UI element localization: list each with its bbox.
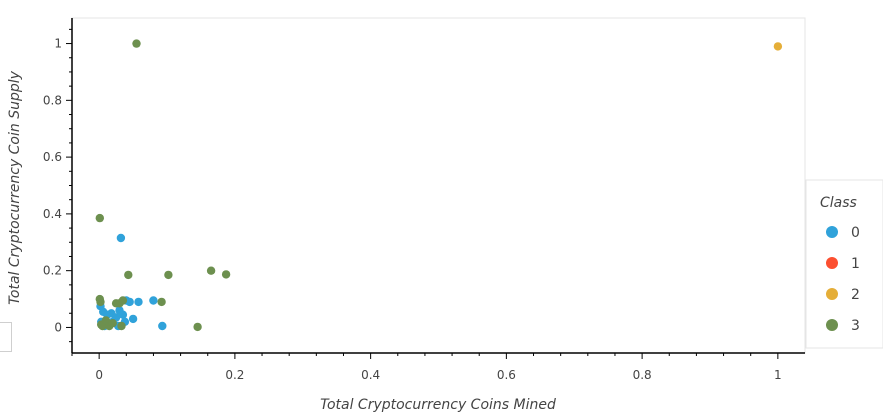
y-axis-title: Total Cryptocurrency Coin Supply xyxy=(7,70,23,305)
legend-label-0: 0 xyxy=(851,225,860,241)
x-tick-label: 0.6 xyxy=(497,368,516,382)
legend: Class 0 1 2 3 xyxy=(805,179,883,349)
legend-swatch-2 xyxy=(826,288,838,300)
point-class-3 xyxy=(118,296,128,305)
point-class-3 xyxy=(96,297,105,307)
legend-title: Class xyxy=(820,195,857,211)
y-tick-label: 1 xyxy=(54,37,62,51)
point-class-3 xyxy=(221,270,231,279)
point-class-3 xyxy=(206,266,216,275)
point-class-3 xyxy=(95,213,105,223)
point-class-0 xyxy=(158,321,167,331)
point-class-3 xyxy=(157,297,166,307)
y-tick-label: 0 xyxy=(54,320,62,334)
point-class-0 xyxy=(128,314,138,324)
point-class-0 xyxy=(134,297,143,307)
legend-swatch-3 xyxy=(826,319,838,331)
x-tick-label: 0.8 xyxy=(633,368,652,382)
legend-swatch-1 xyxy=(826,257,838,269)
legend-box xyxy=(805,179,883,349)
point-class-3 xyxy=(193,322,202,332)
y-tick-label: 0.2 xyxy=(43,264,62,278)
x-axis-title: Total Cryptocurrency Coins Mined xyxy=(320,397,556,413)
point-class-3 xyxy=(108,319,117,328)
toolbar-toggle[interactable] xyxy=(0,322,12,352)
legend-swatch-0 xyxy=(826,226,838,238)
data-points xyxy=(95,39,783,332)
plot-area xyxy=(71,17,806,354)
point-class-0 xyxy=(116,233,126,243)
y-tick-label: 0.6 xyxy=(43,150,62,164)
x-tick-label: 0.4 xyxy=(361,368,380,382)
x-tick-label: 1 xyxy=(774,368,782,382)
y-tick-label: 0.4 xyxy=(43,207,62,221)
x-tick-label: 0.2 xyxy=(225,368,244,382)
y-tick-label: 0.8 xyxy=(43,93,62,107)
point-class-3 xyxy=(124,270,133,280)
legend-label-3: 3 xyxy=(851,318,860,334)
legend-label-1: 1 xyxy=(851,256,860,272)
point-class-0 xyxy=(125,297,134,307)
point-class-3 xyxy=(117,321,126,331)
point-class-0 xyxy=(149,296,158,305)
x-tick-label: 0 xyxy=(95,368,103,382)
legend-label-2: 2 xyxy=(851,287,860,303)
point-class-3 xyxy=(164,270,173,280)
point-class-0 xyxy=(118,310,128,319)
point-class-3 xyxy=(132,39,141,48)
point-class-2 xyxy=(773,42,783,51)
axes: 0 0.2 0.4 0.6 0.8 1 0 0.2 0.4 0.6 0.8 1 xyxy=(43,18,805,382)
